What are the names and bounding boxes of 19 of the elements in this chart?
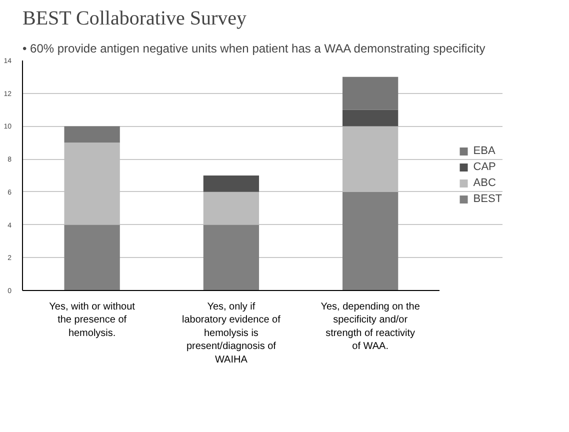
chart-subtitle: • 60% provide antigen negative units when patient has a WAA demonstrating specificity [22,42,486,56]
legend-label: EBA [473,145,496,157]
bar [342,110,398,126]
x-tick-label: Yes, only if laboratory evidence of hemolysis is present/diagnosis of WAIHA [182,302,281,366]
bar [342,192,398,290]
bar [64,126,120,143]
bar [203,176,260,192]
legend-label: BEST [473,193,502,205]
bar [64,142,120,225]
legend-label: ABC [473,177,496,189]
chart-title: BEST Collaborative Survey [22,8,247,30]
bar [342,76,398,110]
x-tick-label: Yes, depending on the specificity and/or strength of reactivity of WAA. [320,302,420,352]
bar [203,192,260,225]
bar [342,126,398,192]
bar [203,224,260,290]
x-tick-label: Yes, with or without the presence of hemolysis. [49,302,136,339]
bar [64,224,120,290]
legend-label: CAP [473,161,496,173]
